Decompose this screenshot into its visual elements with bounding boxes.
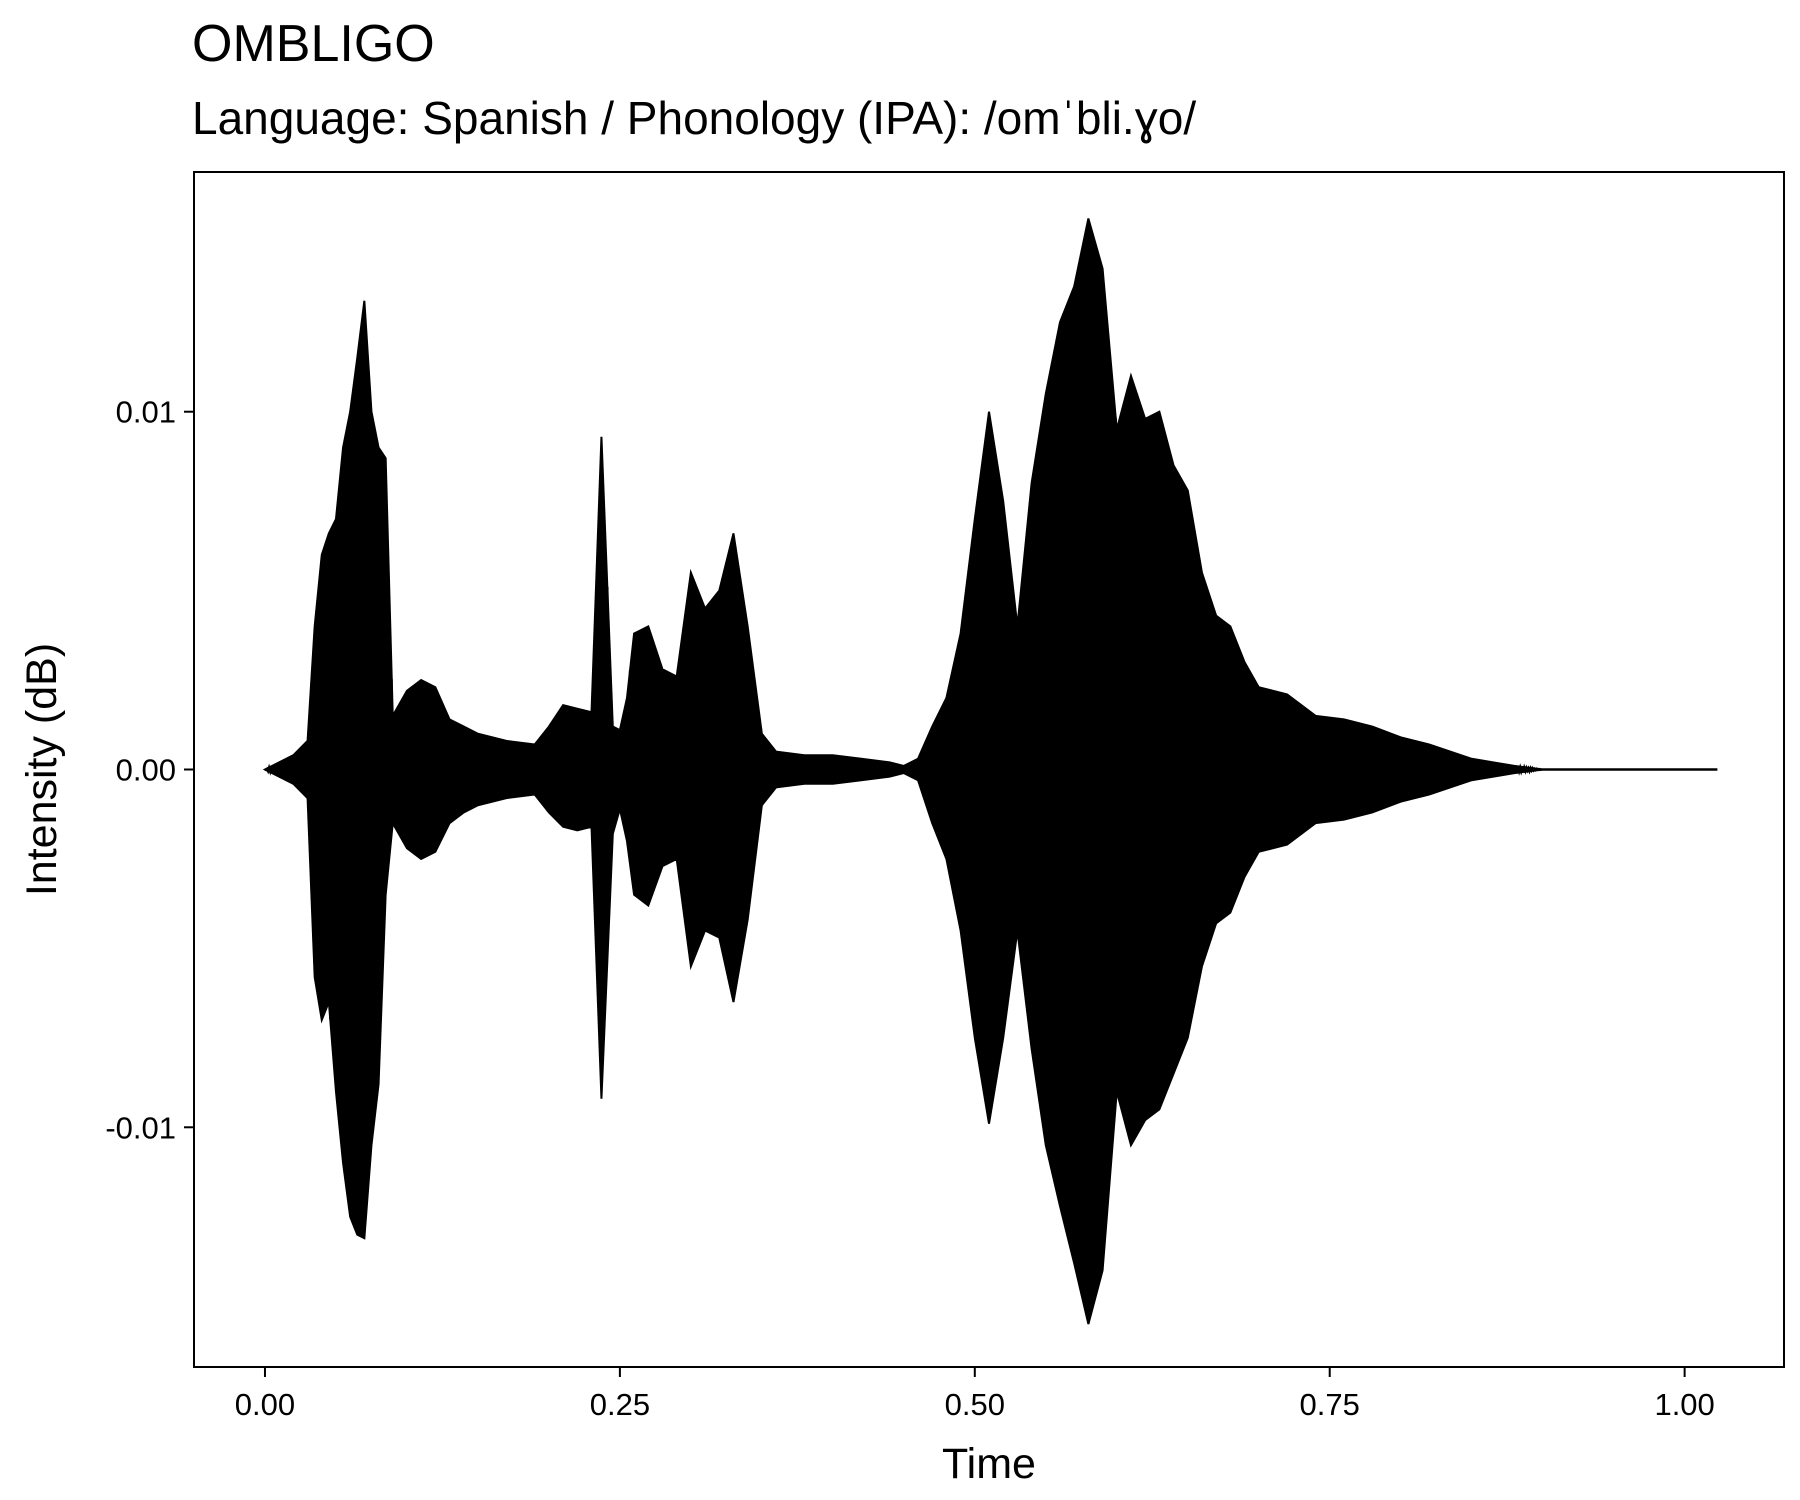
y-tick-label: 0.01 — [116, 395, 176, 430]
waveform-layer — [262, 218, 1718, 1325]
waveform-line — [264, 239, 1718, 1265]
x-tick-label: 0.50 — [945, 1387, 1005, 1422]
x-tick-label: 0.00 — [235, 1387, 295, 1422]
x-tick-label: 1.00 — [1654, 1387, 1714, 1422]
y-tick-label: -0.01 — [105, 1110, 176, 1145]
y-tick-label: 0.00 — [116, 753, 176, 788]
y-axis-title: Intensity (dB) — [18, 643, 66, 896]
chart-subtitle: Language: Spanish / Phonology (IPA): /om… — [192, 92, 1197, 144]
y-axis: 0.01 0.00 -0.01 — [105, 395, 194, 1145]
x-axis-title: Time — [942, 1440, 1036, 1488]
chart-title: OMBLIGO — [192, 15, 435, 73]
x-tick-label: 0.75 — [1300, 1387, 1360, 1422]
x-tick-label: 0.25 — [590, 1387, 650, 1422]
x-axis: 0.00 0.25 0.50 0.75 1.00 — [235, 1367, 1715, 1422]
